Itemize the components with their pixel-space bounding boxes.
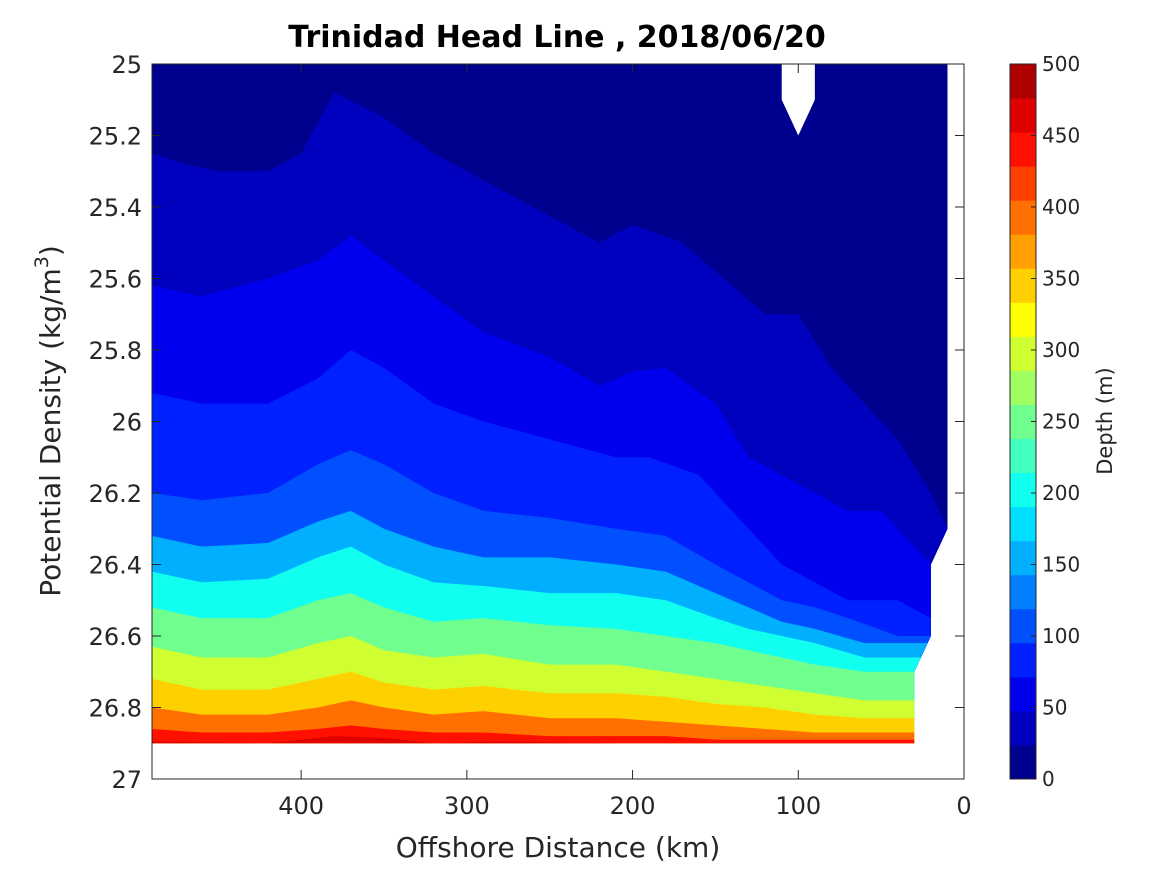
colorbar: 0 50 100 150 200 250 300 350 400 450 500 — [1009, 52, 1080, 791]
colorbar-tick-label: 500 — [1042, 52, 1080, 76]
colorbar-tick-label: 400 — [1042, 195, 1080, 219]
y-tick-label: 25.2 — [89, 123, 142, 151]
colorbar-segment — [1010, 268, 1036, 303]
colorbar-tick-label: 150 — [1042, 553, 1080, 577]
x-tick-label: 400 — [278, 792, 324, 820]
y-tick-label: 25 — [111, 51, 142, 79]
x-tick-label: 300 — [444, 792, 490, 820]
y-tick-label: 26.4 — [89, 552, 142, 580]
y-tick-label: 26.6 — [89, 623, 142, 651]
y-axis-label-close: ) — [34, 245, 67, 256]
colorbar-segment — [1010, 370, 1036, 405]
colorbar-tick-label: 250 — [1042, 410, 1080, 434]
colorbar-tick-label: 200 — [1042, 481, 1080, 505]
colorbar-segment — [1010, 336, 1036, 371]
x-tick-label: 0 — [956, 792, 971, 820]
colorbar-segment — [1010, 64, 1036, 99]
colorbar-tick-label: 350 — [1042, 267, 1080, 291]
colorbar-tick-label: 50 — [1042, 696, 1067, 720]
x-tick-label: 100 — [775, 792, 821, 820]
colorbar-segment — [1010, 166, 1036, 201]
contour-band-400m — [152, 700, 948, 744]
colorbar-tick-label: 450 — [1042, 124, 1080, 148]
colorbar-tick-label: 100 — [1042, 624, 1080, 648]
colorbar-segment — [1010, 200, 1036, 235]
colorbar-segment — [1010, 302, 1036, 337]
colorbar-segment — [1010, 744, 1036, 780]
contour-fill — [152, 64, 948, 744]
colorbar-label: Depth (m) — [1093, 367, 1117, 474]
y-axis-label-main: Potential Density (kg/m — [34, 268, 67, 597]
colorbar-segment — [1010, 642, 1036, 678]
chart-title: Trinidad Head Line , 2018/06/20 — [288, 20, 825, 55]
colorbar-segment — [1010, 608, 1036, 644]
colorbar-segment — [1010, 438, 1036, 474]
y-tick-label: 25.6 — [89, 266, 142, 294]
colorbar-segment — [1010, 132, 1036, 167]
y-axis-ticks: 25 25.2 25.4 25.6 25.8 26 26.2 26.4 26.6 26.8 27 — [89, 51, 964, 794]
x-tick-label: 200 — [610, 792, 656, 820]
y-tick-label: 27 — [111, 766, 142, 794]
colorbar-segment — [1010, 676, 1036, 712]
colorbar-segment — [1010, 98, 1036, 133]
y-axis-label-superscript: 3 — [31, 256, 53, 268]
y-tick-label: 26 — [111, 409, 142, 437]
y-tick-label: 26.2 — [89, 480, 142, 508]
y-tick-label: 25.8 — [89, 337, 142, 365]
colorbar-segment — [1010, 234, 1036, 269]
colorbar-segment — [1010, 472, 1036, 508]
missing-data-notch — [781, 64, 815, 136]
x-axis-label: Offshore Distance (km) — [396, 831, 721, 864]
y-tick-label: 26.8 — [89, 695, 142, 723]
colorbar-tick-label: 0 — [1042, 767, 1055, 791]
colorbar-segment — [1010, 540, 1036, 576]
y-axis-label: Potential Density (kg/m3) — [31, 245, 67, 597]
colorbar-tick-label: 300 — [1042, 338, 1080, 362]
colorbar-segment — [1010, 574, 1036, 610]
colorbar-segment — [1010, 506, 1036, 542]
x-axis-ticks: 400 300 200 100 0 — [278, 64, 972, 820]
colorbar-segment — [1010, 710, 1036, 746]
y-tick-label: 25.4 — [89, 194, 142, 222]
